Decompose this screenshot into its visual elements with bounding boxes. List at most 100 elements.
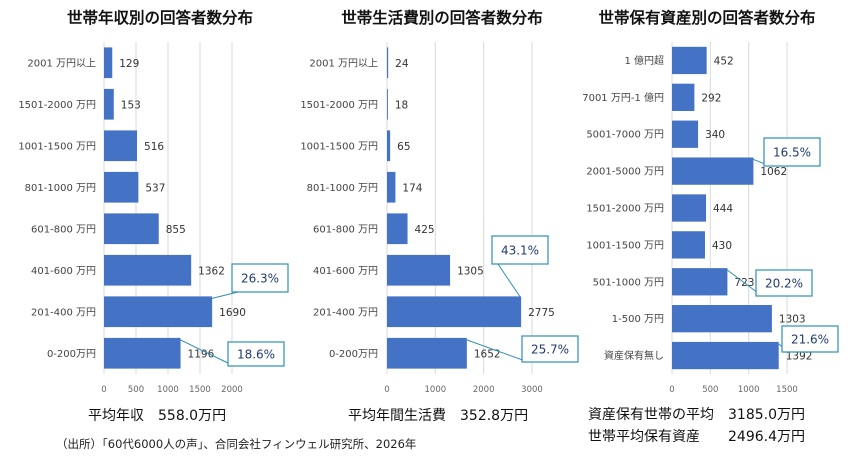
data-label: 340 [705, 129, 725, 141]
callout-label: 20.2% [765, 277, 803, 291]
bar [104, 171, 139, 203]
bar [672, 194, 707, 222]
x-tick-label: 0 [669, 385, 674, 395]
callout-leader [212, 291, 239, 299]
bar [387, 213, 408, 245]
callout-box [521, 335, 579, 363]
category-label: 1501-2000 万円 [586, 204, 664, 215]
category-label: 601-800 万円 [31, 224, 96, 235]
bar [672, 305, 772, 333]
x-tick-label: 2000 [473, 385, 495, 395]
bar [672, 341, 779, 370]
category-label: 資産保有無し [604, 349, 664, 362]
summary-text: 平均年収 558.0万円 [88, 408, 226, 424]
data-label: 425 [415, 224, 435, 236]
data-label: 1690 [219, 307, 246, 319]
data-label: 1062 [760, 166, 787, 178]
bar [387, 254, 451, 286]
callout-label: 16.5% [773, 146, 811, 160]
bar [387, 88, 388, 120]
bar [672, 268, 728, 296]
category-label: 1501-2000 万円 [18, 100, 96, 111]
category-label: 2001 万円以上 [309, 57, 378, 69]
callout-box [755, 269, 813, 297]
data-label: 153 [121, 99, 141, 111]
data-label: 292 [701, 92, 721, 104]
x-tick-label: 1000 [157, 385, 179, 395]
callout-box [781, 325, 839, 353]
data-label: 1392 [786, 351, 813, 363]
callout-label: 26.3% [241, 272, 279, 286]
category-label: 5001-7000 万円 [586, 130, 664, 141]
callout-leader [180, 339, 235, 367]
x-tick-label: 1000 [425, 385, 447, 395]
bar [104, 337, 181, 369]
data-label: 516 [144, 141, 164, 153]
bar [387, 130, 391, 162]
category-label: 201-400 万円 [31, 307, 96, 318]
chart-title: 世帯保有資産別の回答者数分布 [598, 8, 815, 27]
callout-label: 43.1% [501, 244, 539, 258]
data-label: 1362 [198, 265, 225, 277]
data-label: 537 [145, 182, 165, 194]
category-label: 501-1000 万円 [593, 277, 664, 288]
callout-label: 21.6% [791, 333, 829, 347]
chart-title: 世帯生活費別の回答者数分布 [341, 8, 543, 27]
x-tick-label: 2000 [221, 385, 243, 395]
callout-box [763, 137, 821, 167]
callout-leader [497, 263, 522, 299]
bar [104, 254, 192, 286]
callout-leader [466, 339, 529, 363]
x-tick-label: 1500 [776, 385, 798, 395]
chart-title: 世帯年収別の回答者数分布 [67, 8, 253, 27]
source-note: （出所）「60代6000人の声」、合同会社フィンウェル研究所、2026年 [56, 437, 416, 451]
callout-box [231, 263, 289, 293]
category-label: 1-500 万円 [612, 314, 664, 325]
category-label: 1001-1500 万円 [18, 141, 96, 152]
bar [672, 231, 705, 259]
data-label: 444 [713, 203, 733, 215]
category-label: 801-1000 万円 [307, 183, 378, 194]
bar [387, 47, 389, 79]
data-label: 1305 [457, 265, 484, 277]
bar [104, 47, 113, 79]
data-label: 430 [712, 240, 732, 252]
data-label: 855 [166, 224, 186, 236]
category-label: 801-1000 万円 [25, 183, 96, 194]
bar [387, 171, 396, 203]
x-tick-label: 1000 [738, 385, 760, 395]
data-label: 452 [714, 55, 734, 67]
x-tick-label: 3000 [521, 385, 543, 395]
x-tick-label: 500 [702, 385, 718, 395]
bar [672, 120, 699, 148]
summary-text: 資産保有世帯の平均 3185.0万円 [588, 407, 805, 423]
x-tick-label: 0 [384, 385, 389, 395]
category-label: 401-600 万円 [31, 266, 96, 277]
category-label: 2001-5000 万円 [586, 167, 664, 178]
callout-box [491, 235, 549, 265]
data-label: 1652 [474, 348, 501, 360]
data-label: 1303 [779, 314, 806, 326]
bar [672, 157, 754, 185]
data-label: 2775 [528, 307, 555, 319]
x-tick-label: 500 [128, 385, 144, 395]
category-label: 1001-1500 万円 [300, 141, 378, 152]
category-label: 401-600 万円 [313, 266, 378, 277]
x-tick-label: 1500 [189, 385, 211, 395]
data-label: 174 [402, 182, 422, 194]
callout-label: 18.6% [237, 348, 275, 362]
category-label: 2001 万円以上 [27, 57, 96, 69]
bar [387, 296, 522, 328]
bar [104, 88, 114, 120]
category-label: 1 億円超 [624, 54, 664, 67]
summary-text: 平均年間生活費 352.8万円 [348, 408, 528, 424]
x-tick-label: 0 [101, 385, 106, 395]
category-label: 0-200万円 [329, 349, 378, 360]
callout-box [227, 341, 285, 367]
bar [104, 296, 213, 328]
data-label: 65 [397, 141, 410, 153]
category-label: 201-400 万円 [313, 307, 378, 318]
data-label: 18 [395, 99, 408, 111]
bar [104, 130, 138, 162]
